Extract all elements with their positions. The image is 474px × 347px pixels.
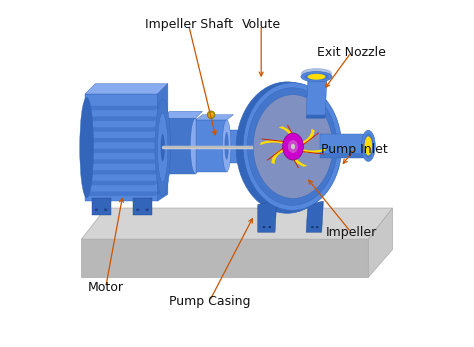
Ellipse shape bbox=[361, 130, 375, 161]
Text: Exit Nozzle: Exit Nozzle bbox=[317, 46, 385, 59]
Ellipse shape bbox=[268, 226, 271, 228]
Polygon shape bbox=[133, 198, 152, 215]
Polygon shape bbox=[196, 115, 234, 120]
Ellipse shape bbox=[316, 226, 319, 228]
Ellipse shape bbox=[247, 88, 337, 205]
Polygon shape bbox=[88, 192, 164, 196]
Ellipse shape bbox=[146, 209, 149, 211]
Ellipse shape bbox=[283, 133, 303, 160]
Polygon shape bbox=[85, 94, 157, 201]
Polygon shape bbox=[88, 159, 164, 164]
Ellipse shape bbox=[236, 82, 338, 213]
Ellipse shape bbox=[308, 74, 326, 80]
Polygon shape bbox=[88, 149, 164, 153]
Text: Volute: Volute bbox=[242, 18, 281, 31]
Polygon shape bbox=[163, 118, 196, 174]
Polygon shape bbox=[301, 148, 326, 153]
Polygon shape bbox=[88, 117, 164, 121]
Ellipse shape bbox=[209, 112, 213, 117]
Polygon shape bbox=[196, 120, 227, 172]
Ellipse shape bbox=[222, 120, 231, 172]
Polygon shape bbox=[227, 130, 258, 163]
Ellipse shape bbox=[104, 209, 108, 211]
Text: Pump Inlet: Pump Inlet bbox=[321, 143, 388, 156]
Ellipse shape bbox=[301, 68, 332, 78]
Polygon shape bbox=[88, 127, 164, 132]
Ellipse shape bbox=[136, 209, 139, 211]
Polygon shape bbox=[88, 106, 164, 110]
Ellipse shape bbox=[254, 130, 262, 163]
Polygon shape bbox=[85, 84, 168, 94]
Polygon shape bbox=[271, 149, 283, 164]
Ellipse shape bbox=[161, 134, 165, 161]
Ellipse shape bbox=[80, 98, 93, 198]
Polygon shape bbox=[157, 84, 168, 201]
Ellipse shape bbox=[365, 136, 372, 155]
Ellipse shape bbox=[95, 209, 98, 211]
Polygon shape bbox=[88, 181, 164, 185]
Ellipse shape bbox=[304, 73, 328, 81]
Polygon shape bbox=[320, 134, 368, 158]
Ellipse shape bbox=[311, 226, 314, 228]
Ellipse shape bbox=[191, 118, 201, 174]
Ellipse shape bbox=[225, 132, 229, 160]
Polygon shape bbox=[291, 154, 308, 167]
Text: Motor: Motor bbox=[88, 281, 124, 294]
Polygon shape bbox=[320, 153, 368, 158]
Polygon shape bbox=[88, 138, 164, 142]
Ellipse shape bbox=[243, 83, 342, 211]
Ellipse shape bbox=[207, 111, 215, 119]
Polygon shape bbox=[302, 129, 315, 144]
Ellipse shape bbox=[288, 140, 298, 153]
Polygon shape bbox=[82, 208, 392, 239]
Polygon shape bbox=[260, 140, 285, 145]
Ellipse shape bbox=[253, 95, 333, 198]
Polygon shape bbox=[306, 115, 326, 118]
Text: Impeller Shaft: Impeller Shaft bbox=[145, 18, 233, 31]
Polygon shape bbox=[368, 208, 392, 277]
Ellipse shape bbox=[155, 99, 171, 196]
Polygon shape bbox=[279, 126, 295, 139]
Text: Pump Casing: Pump Casing bbox=[169, 295, 250, 308]
Polygon shape bbox=[258, 201, 277, 232]
Ellipse shape bbox=[157, 113, 168, 182]
Polygon shape bbox=[82, 239, 368, 277]
Ellipse shape bbox=[363, 133, 374, 158]
Polygon shape bbox=[88, 170, 164, 175]
Ellipse shape bbox=[263, 226, 265, 228]
Polygon shape bbox=[306, 78, 327, 118]
Ellipse shape bbox=[291, 144, 295, 149]
Polygon shape bbox=[306, 201, 323, 232]
Ellipse shape bbox=[301, 71, 332, 82]
Polygon shape bbox=[92, 198, 111, 215]
Text: Impeller: Impeller bbox=[326, 226, 377, 239]
Polygon shape bbox=[163, 111, 202, 118]
